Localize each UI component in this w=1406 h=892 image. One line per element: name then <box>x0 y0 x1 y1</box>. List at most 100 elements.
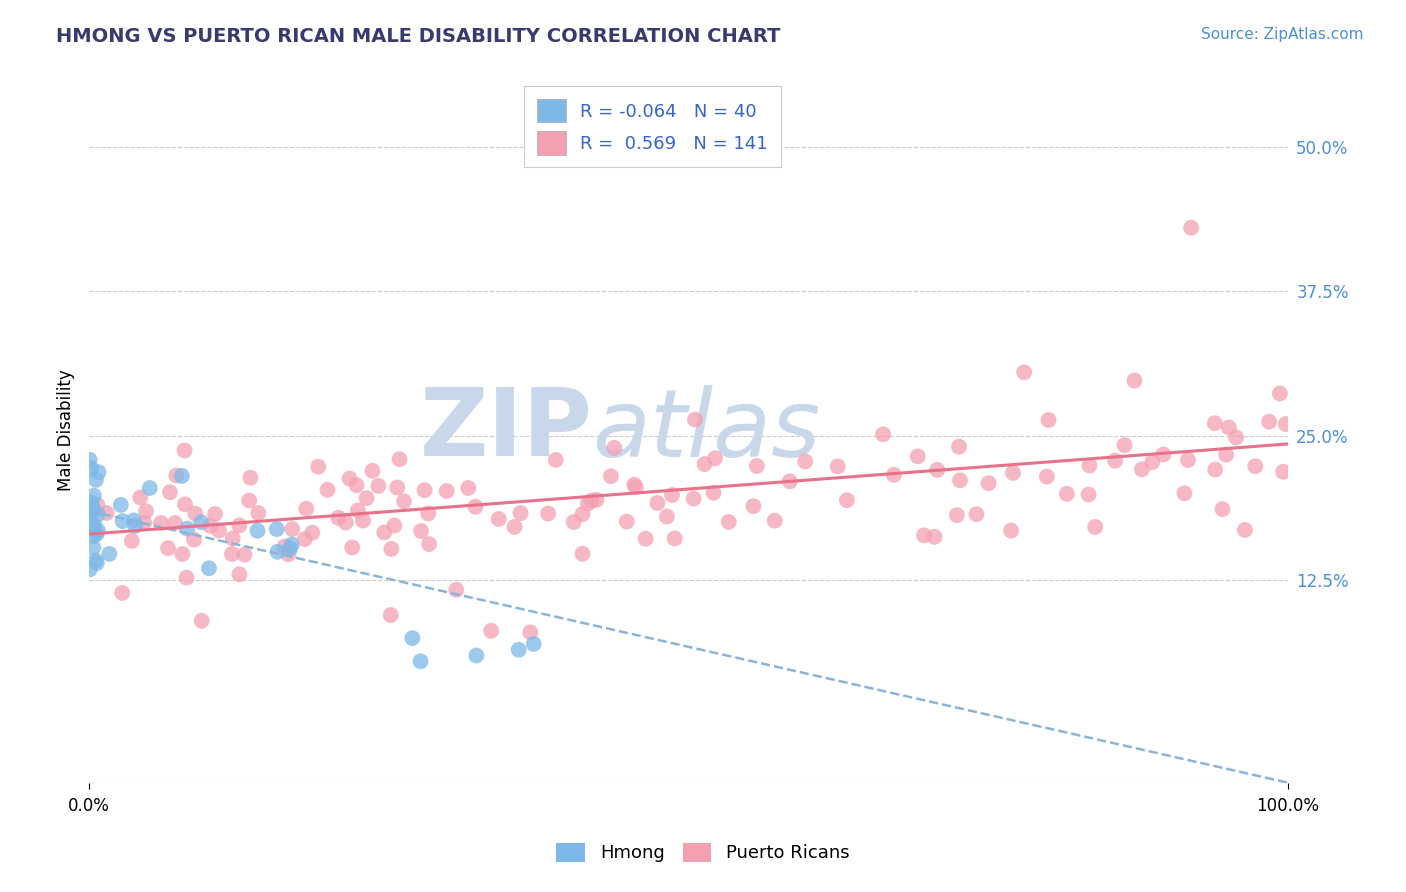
Point <box>464 500 486 514</box>
Point <box>827 459 849 474</box>
Point <box>83 521 105 535</box>
Point <box>228 567 250 582</box>
Point <box>356 491 378 505</box>
Point <box>1272 465 1295 479</box>
Point <box>1078 458 1101 473</box>
Point <box>418 507 440 521</box>
Point <box>1225 430 1247 444</box>
Point <box>301 525 323 540</box>
Point <box>83 518 105 533</box>
Point <box>503 520 526 534</box>
Point <box>294 532 316 546</box>
Point <box>83 529 105 543</box>
Point <box>266 545 288 559</box>
Point <box>1275 417 1298 431</box>
Point <box>221 547 243 561</box>
Point <box>281 537 304 551</box>
Point <box>1012 365 1035 379</box>
Point <box>200 518 222 533</box>
Point <box>110 498 132 512</box>
Point <box>198 561 221 575</box>
Point <box>1258 415 1281 429</box>
Point <box>204 507 226 521</box>
Point <box>1077 487 1099 501</box>
Point <box>745 458 768 473</box>
Point <box>794 454 817 468</box>
Point <box>682 491 704 506</box>
Point <box>1215 448 1237 462</box>
Point <box>388 452 411 467</box>
Point <box>1152 448 1174 462</box>
Point <box>79 503 101 517</box>
Point <box>562 515 585 529</box>
Point <box>1244 459 1267 474</box>
Point <box>373 525 395 540</box>
Point <box>246 524 269 538</box>
Point <box>367 479 389 493</box>
Point <box>170 469 193 483</box>
Point <box>82 504 104 518</box>
Point <box>581 493 603 508</box>
Point <box>457 481 479 495</box>
Point <box>779 475 801 489</box>
Point <box>124 519 146 533</box>
Point <box>1180 220 1202 235</box>
Point <box>361 464 384 478</box>
Point <box>346 478 368 492</box>
Point <box>1177 453 1199 467</box>
Point <box>927 463 949 477</box>
Point <box>965 507 987 521</box>
Point <box>623 477 645 491</box>
Point <box>266 522 288 536</box>
Point <box>98 547 121 561</box>
Point <box>401 631 423 645</box>
Legend: R = -0.064   N = 40, R =  0.569   N = 141: R = -0.064 N = 40, R = 0.569 N = 141 <box>524 87 780 167</box>
Point <box>1211 502 1233 516</box>
Point <box>80 503 103 517</box>
Point <box>173 443 195 458</box>
Point <box>278 541 301 556</box>
Point <box>190 515 212 529</box>
Point <box>509 506 531 520</box>
Point <box>585 492 607 507</box>
Point <box>79 452 101 467</box>
Point <box>87 524 110 538</box>
Point <box>647 496 669 510</box>
Point <box>352 514 374 528</box>
Point <box>1084 520 1107 534</box>
Point <box>519 625 541 640</box>
Point <box>339 472 361 486</box>
Point <box>479 624 502 638</box>
Point <box>87 465 110 479</box>
Point <box>949 474 972 488</box>
Point <box>702 485 724 500</box>
Point <box>208 524 231 538</box>
Point <box>571 547 593 561</box>
Point <box>664 532 686 546</box>
Point <box>571 507 593 521</box>
Point <box>717 515 740 529</box>
Point <box>139 481 162 495</box>
Point <box>948 440 970 454</box>
Point <box>883 467 905 482</box>
Point <box>165 516 187 530</box>
Point <box>835 493 858 508</box>
Point <box>295 501 318 516</box>
Legend: Hmong, Puerto Ricans: Hmong, Puerto Ricans <box>550 836 856 870</box>
Point <box>342 541 364 555</box>
Point <box>1130 462 1153 476</box>
Point <box>763 514 786 528</box>
Point <box>307 459 329 474</box>
Point <box>135 504 157 518</box>
Point <box>83 489 105 503</box>
Point <box>537 507 560 521</box>
Point <box>382 518 405 533</box>
Point <box>523 637 546 651</box>
Point <box>172 547 194 561</box>
Point <box>82 541 104 555</box>
Point <box>912 528 935 542</box>
Point <box>1104 453 1126 467</box>
Point <box>418 537 440 551</box>
Point <box>87 508 110 522</box>
Point <box>190 614 212 628</box>
